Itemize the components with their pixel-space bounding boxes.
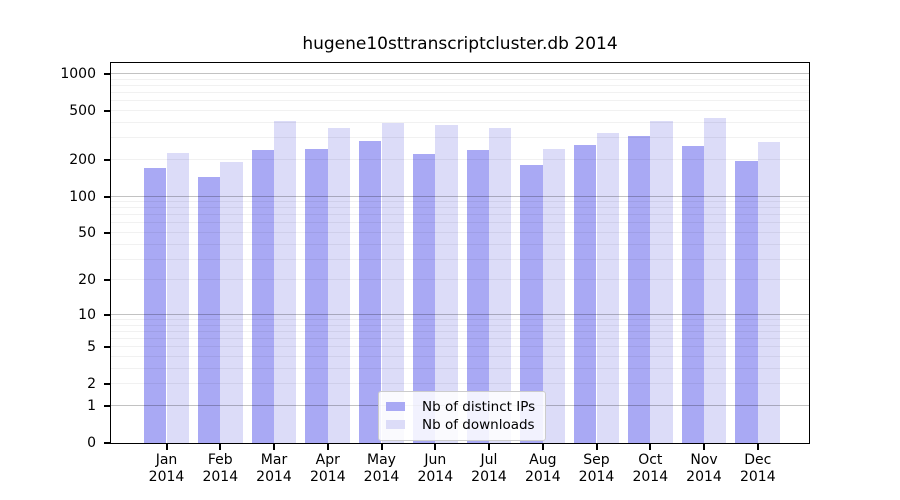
y-tick-2 — [104, 383, 110, 386]
x-label-oct: Oct 2014 — [632, 452, 669, 485]
x-tick-jul — [488, 444, 490, 450]
y-tick-label-200: 200 — [69, 151, 96, 168]
bar-downloads-apr — [327, 127, 351, 443]
x-tick-nov — [703, 444, 705, 450]
chart-title: hugene10sttranscriptcluster.db 2014 — [302, 34, 618, 54]
bar-downloads-nov — [704, 118, 727, 443]
gridline-700 — [111, 92, 809, 93]
y-tick-label-0: 0 — [87, 435, 96, 451]
gridline-600 — [111, 100, 809, 102]
gridline-800 — [111, 84, 809, 86]
bar-downloads-dec — [757, 142, 781, 443]
bar-downloads-jun — [435, 125, 458, 443]
y-tick-label-100: 100 — [69, 188, 96, 205]
x-label-nov: Nov 2014 — [686, 452, 722, 485]
bar-downloads-feb — [220, 161, 243, 443]
y-tick-label-10: 10 — [78, 306, 96, 323]
y-tick-label-20: 20 — [78, 272, 96, 289]
x-label-jul: Jul 2014 — [471, 452, 507, 485]
bar-downloads-aug — [542, 149, 566, 443]
bar-distinct-ips-aug — [520, 165, 543, 443]
x-label-mar: Mar 2014 — [256, 452, 292, 485]
x-tick-mar — [273, 444, 275, 450]
x-label-dec: Dec 2014 — [739, 452, 776, 485]
x-tick-aug — [541, 444, 544, 450]
bar-distinct-ips-feb — [197, 177, 221, 443]
gridline-500 — [111, 109, 809, 111]
distinct-ips-swatch-icon — [386, 402, 405, 411]
bar-downloads-may — [381, 123, 404, 443]
x-tick-jan — [165, 444, 168, 450]
x-label-may: May 2014 — [363, 452, 400, 485]
x-tick-sep — [595, 444, 598, 450]
bar-distinct-ips-mar — [251, 150, 274, 443]
y-tick-1 — [104, 405, 110, 407]
bar-distinct-ips-jun — [412, 153, 436, 443]
y-tick-5 — [104, 346, 110, 349]
y-tick-label-5: 5 — [87, 339, 96, 356]
x-tick-jun — [434, 444, 437, 450]
y-tick-200 — [104, 158, 110, 161]
x-label-aug: Aug 2014 — [524, 452, 561, 485]
bar-downloads-jul — [489, 128, 512, 443]
y-tick-0 — [104, 442, 110, 444]
x-label-sep: Sep 2014 — [578, 452, 615, 485]
x-tick-may — [380, 444, 383, 450]
legend-label-downloads: Nb of downloads — [422, 416, 535, 433]
y-tick-20 — [104, 279, 110, 282]
x-label-apr: Apr 2014 — [309, 452, 346, 485]
gridline-900 — [111, 78, 809, 80]
x-tick-apr — [326, 444, 329, 450]
bar-distinct-ips-nov — [681, 146, 704, 443]
bar-downloads-jan — [166, 152, 189, 443]
x-label-feb: Feb 2014 — [202, 452, 239, 485]
bar-distinct-ips-jul — [466, 150, 489, 443]
legend-label-distinct-ips: Nb of distinct IPs — [422, 398, 536, 415]
x-label-jun: Jun 2014 — [417, 452, 454, 485]
bar-distinct-ips-sep — [574, 145, 597, 443]
plot-area — [110, 62, 810, 444]
bar-downloads-oct — [650, 120, 673, 443]
bar-distinct-ips-apr — [305, 148, 328, 443]
x-label-jan: Jan 2014 — [148, 452, 185, 485]
legend-item-downloads: Nb of downloads — [386, 416, 537, 433]
bar-distinct-ips-dec — [735, 161, 758, 443]
y-tick-500 — [104, 109, 110, 112]
downloads-swatch-icon — [386, 420, 405, 429]
bar-downloads-sep — [596, 133, 619, 443]
legend: Nb of distinct IPs Nb of downloads — [378, 391, 546, 441]
x-tick-feb — [219, 444, 222, 450]
y-tick-50 — [104, 232, 110, 234]
y-tick-label-500: 500 — [69, 102, 96, 119]
bar-distinct-ips-may — [359, 141, 382, 443]
x-tick-oct — [649, 444, 652, 450]
y-tick-1000 — [104, 72, 110, 75]
bar-downloads-mar — [274, 121, 297, 443]
y-tick-10 — [104, 313, 110, 316]
y-tick-label-50: 50 — [78, 225, 96, 241]
y-tick-label-1000: 1000 — [60, 65, 96, 82]
bar-distinct-ips-oct — [627, 136, 651, 443]
legend-item-distinct-ips: Nb of distinct IPs — [386, 398, 537, 415]
x-tick-dec — [756, 444, 759, 450]
y-tick-label-1: 1 — [87, 398, 96, 414]
y-tick-100 — [104, 195, 110, 198]
gridline-1000 — [111, 72, 809, 74]
bar-distinct-ips-jan — [144, 168, 167, 443]
y-tick-label-2: 2 — [87, 376, 96, 393]
